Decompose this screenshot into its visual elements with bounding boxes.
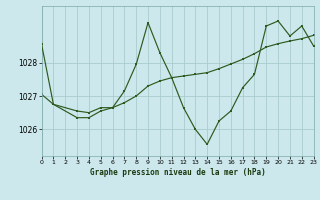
X-axis label: Graphe pression niveau de la mer (hPa): Graphe pression niveau de la mer (hPa)	[90, 168, 266, 177]
